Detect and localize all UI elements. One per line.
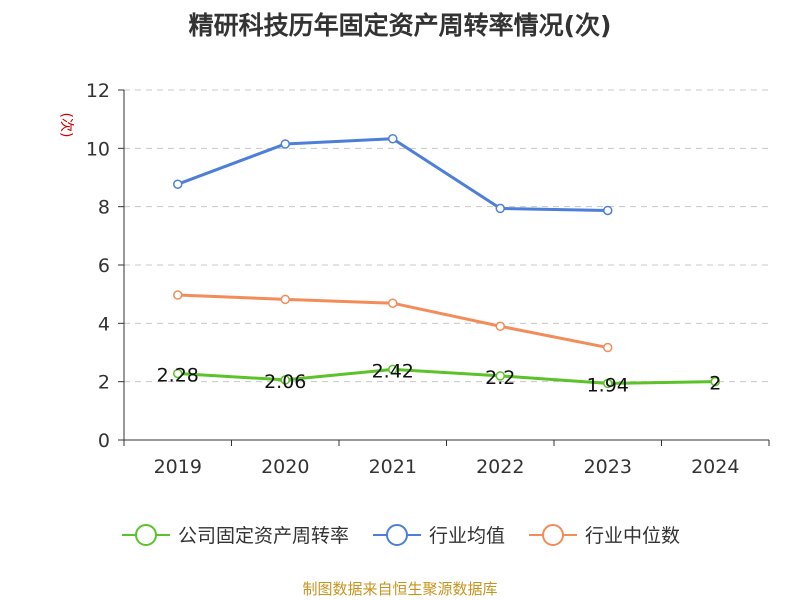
series-line [177,137,608,212]
data-point [495,203,505,214]
data-point [173,368,183,379]
data-point [495,321,505,331]
data-point [280,375,290,385]
data-point [603,205,613,216]
data-point [603,342,613,353]
y-tick-label: 10 [86,138,110,160]
data-label: 1.94 [587,374,629,396]
data-point [603,378,613,389]
data-label: 2.06 [264,371,306,393]
data-point [388,364,398,375]
legend-label: 公司固定资产周转率 [177,525,349,547]
legend-marker-icon [121,523,170,546]
y-tick-label: 12 [86,80,110,102]
data-label: 2.28 [157,365,199,387]
legend-marker-icon [372,523,421,546]
data-point [173,179,183,189]
chart-title: 精研科技历年固定资产周转率情况(次) [188,11,612,40]
y-tick-label: 0 [98,430,110,452]
legend-item: 行业均值 [371,521,505,548]
data-point [173,290,183,300]
source-note: 制图数据来自恒生聚源数据库 [302,580,498,598]
data-point [280,294,290,305]
legend: 公司固定资产周转率 行业均值 行业中位数 [0,521,800,548]
y-tick-label: 2 [98,372,110,394]
data-point [280,139,290,149]
data-point [710,376,720,387]
y-axis-label: (次) [58,113,74,138]
x-tick-label: 2020 [261,456,309,478]
x-tick-label: 2019 [154,456,202,478]
legend-item: 公司固定资产周转率 [120,521,349,548]
x-tick-label: 2022 [476,456,524,478]
series-line [177,367,716,385]
x-tick-label: 2023 [584,456,632,478]
y-tick-label: 4 [98,313,110,335]
data-label: 2.42 [372,360,414,382]
y-tick-label: 8 [98,197,110,219]
legend-label: 行业中位数 [585,525,681,547]
x-tick-label: 2021 [369,456,417,478]
y-tick-label: 6 [98,255,110,277]
data-label: 2.2 [485,367,515,389]
legend-marker-icon [529,523,577,546]
data-label: 2 [709,373,721,395]
data-point [388,298,398,308]
x-tick-label: 2024 [691,456,739,478]
legend-label: 行业均值 [428,525,505,547]
data-point [495,371,505,381]
legend-item: 行业中位数 [527,521,680,548]
data-point [388,133,398,144]
